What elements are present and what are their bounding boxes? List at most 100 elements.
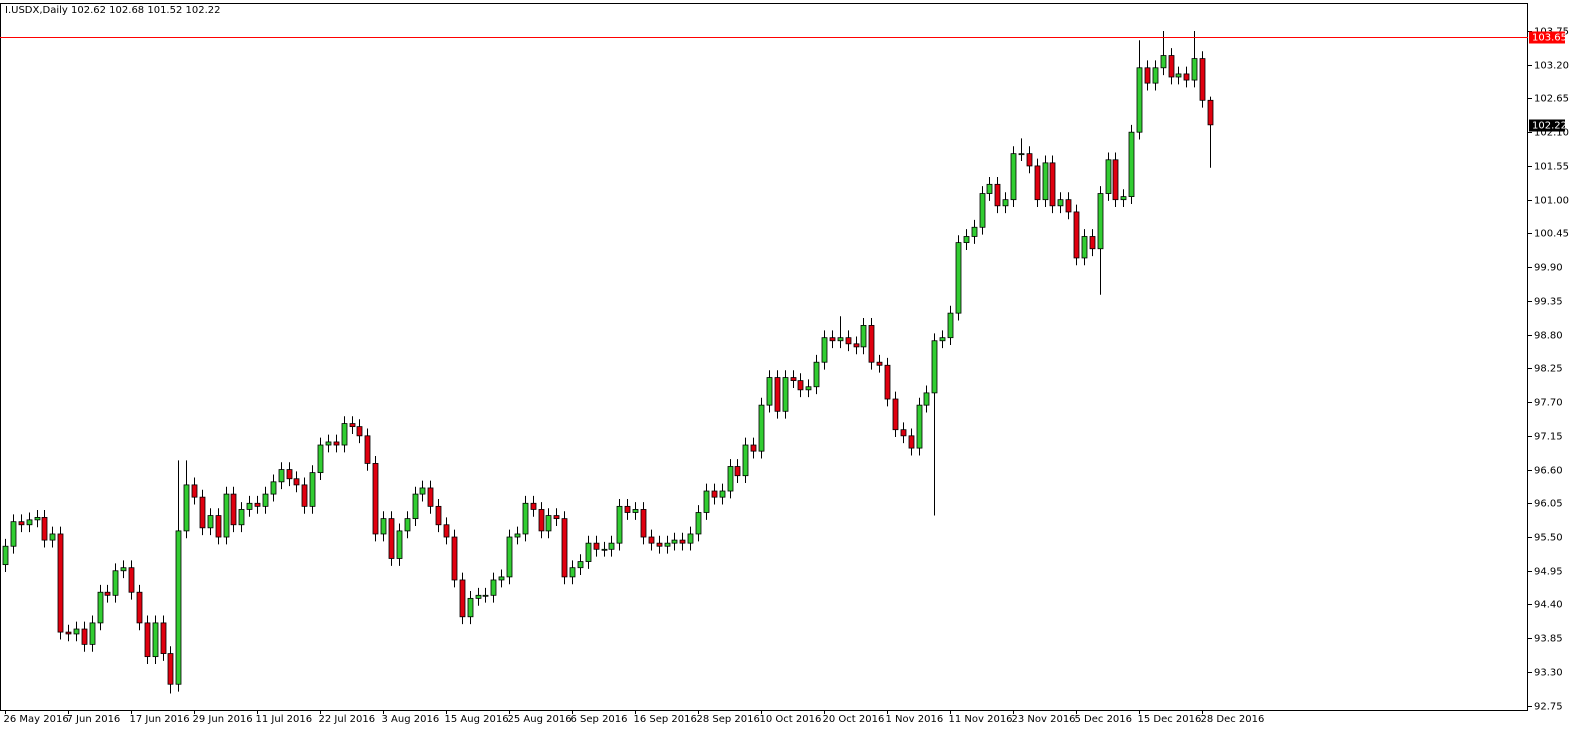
candle-body <box>128 567 135 593</box>
candle-body <box>963 236 970 244</box>
candle-body <box>183 484 190 532</box>
x-tick-label: 22 Jul 2016 <box>319 714 376 725</box>
candle-body <box>443 524 450 538</box>
y-tick-label: 98.80 <box>1534 331 1563 342</box>
candle-body <box>640 509 647 538</box>
x-tick-label: 20 Oct 2016 <box>823 714 885 725</box>
y-tick-label: 97.70 <box>1534 398 1563 409</box>
candle-body <box>679 539 686 544</box>
candle-body <box>1073 211 1080 259</box>
y-tick-label: 94.40 <box>1534 600 1563 611</box>
x-tick-label: 10 Oct 2016 <box>760 714 822 725</box>
candle-body <box>608 542 615 550</box>
candle-body <box>979 193 986 228</box>
candle-body <box>404 518 411 532</box>
candle-body <box>561 518 568 578</box>
candle-body <box>853 343 860 348</box>
candle-body <box>790 377 797 382</box>
candle-body <box>782 377 789 412</box>
candle-body <box>349 423 356 428</box>
candle-body <box>908 435 915 449</box>
candle-body <box>238 509 245 526</box>
candle-body <box>593 542 600 550</box>
y-tick-label: 103.20 <box>1534 61 1569 72</box>
x-tick-label: 5 Dec 2016 <box>1075 714 1133 725</box>
candle-body <box>892 398 899 431</box>
candle-body <box>1175 73 1182 78</box>
candle-body <box>577 561 584 569</box>
x-tick-label: 17 Jun 2016 <box>130 714 190 725</box>
candle-body <box>419 487 426 495</box>
x-tick-label: 11 Nov 2016 <box>949 714 1013 725</box>
candle-body <box>254 502 261 507</box>
candle-body <box>97 591 104 624</box>
candle-body <box>498 576 505 581</box>
x-tick-label: 15 Dec 2016 <box>1138 714 1202 725</box>
candle-body <box>262 493 269 507</box>
candle-body <box>1049 162 1056 207</box>
candle-body <box>1002 199 1009 207</box>
candle-body <box>309 472 316 507</box>
candle-body <box>884 364 891 400</box>
candle-body <box>868 325 875 363</box>
candle-body <box>65 631 72 635</box>
candle-body <box>939 337 946 342</box>
candle-body <box>136 591 143 624</box>
candle-body <box>1057 199 1064 207</box>
x-tick-label: 28 Dec 2016 <box>1201 714 1265 725</box>
y-tick-label: 93.85 <box>1534 634 1563 645</box>
candle-body <box>805 386 812 391</box>
candle-body <box>317 444 324 474</box>
candle-body <box>1191 58 1198 81</box>
candle-body <box>104 591 111 596</box>
candle-body <box>1018 153 1025 156</box>
candle-body <box>648 536 655 544</box>
y-tick-label: 99.90 <box>1534 263 1563 274</box>
candle-body <box>1089 236 1096 250</box>
candle-body <box>356 426 363 437</box>
candle-body <box>797 380 804 391</box>
y-tick-label: 96.60 <box>1534 466 1563 477</box>
candle-body <box>758 404 765 452</box>
candle-body <box>191 484 198 498</box>
x-tick-label: 15 Aug 2016 <box>445 714 509 725</box>
candle-body <box>230 493 237 526</box>
candle-body <box>120 567 127 572</box>
y-tick-label: 102.65 <box>1534 94 1569 105</box>
candle-body <box>821 337 828 363</box>
level-label: 103.65 <box>1532 33 1567 44</box>
candle-body <box>364 435 371 464</box>
candle-body <box>1097 193 1104 250</box>
x-tick-label: 16 Sep 2016 <box>634 714 697 725</box>
candle-body <box>1034 165 1041 201</box>
candle-body <box>1120 196 1127 201</box>
candle-body <box>207 515 214 529</box>
candle-body <box>372 463 379 535</box>
plot-frame <box>0 3 1528 711</box>
candle-body <box>412 493 419 520</box>
candle-body <box>616 505 623 544</box>
candle-body <box>601 548 608 551</box>
candle-body <box>152 622 159 658</box>
level-label-box <box>1529 31 1565 44</box>
candle-body <box>876 361 883 366</box>
candle-body <box>34 516 41 521</box>
y-tick-label: 97.15 <box>1534 432 1563 443</box>
candle-body <box>199 496 206 529</box>
candle-body <box>569 567 576 578</box>
candle-body <box>860 325 867 348</box>
x-tick-label: 29 Jun 2016 <box>193 714 253 725</box>
candle-body <box>656 542 663 547</box>
candle-body <box>711 490 718 498</box>
candle-body <box>585 542 592 562</box>
x-tick-label: 23 Nov 2016 <box>1012 714 1076 725</box>
candle-body <box>57 533 64 633</box>
y-tick-label: 100.45 <box>1534 229 1569 240</box>
candle-body <box>845 337 852 345</box>
candle-body <box>703 490 710 513</box>
candle-body <box>1112 159 1119 201</box>
candle-body <box>545 515 552 532</box>
candle-body <box>553 515 560 520</box>
